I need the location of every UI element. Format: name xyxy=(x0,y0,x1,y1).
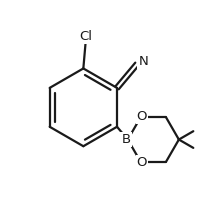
Text: N: N xyxy=(138,55,148,68)
Text: B: B xyxy=(121,133,130,146)
Text: O: O xyxy=(137,156,147,169)
Text: Cl: Cl xyxy=(79,30,92,43)
Text: O: O xyxy=(137,110,147,123)
